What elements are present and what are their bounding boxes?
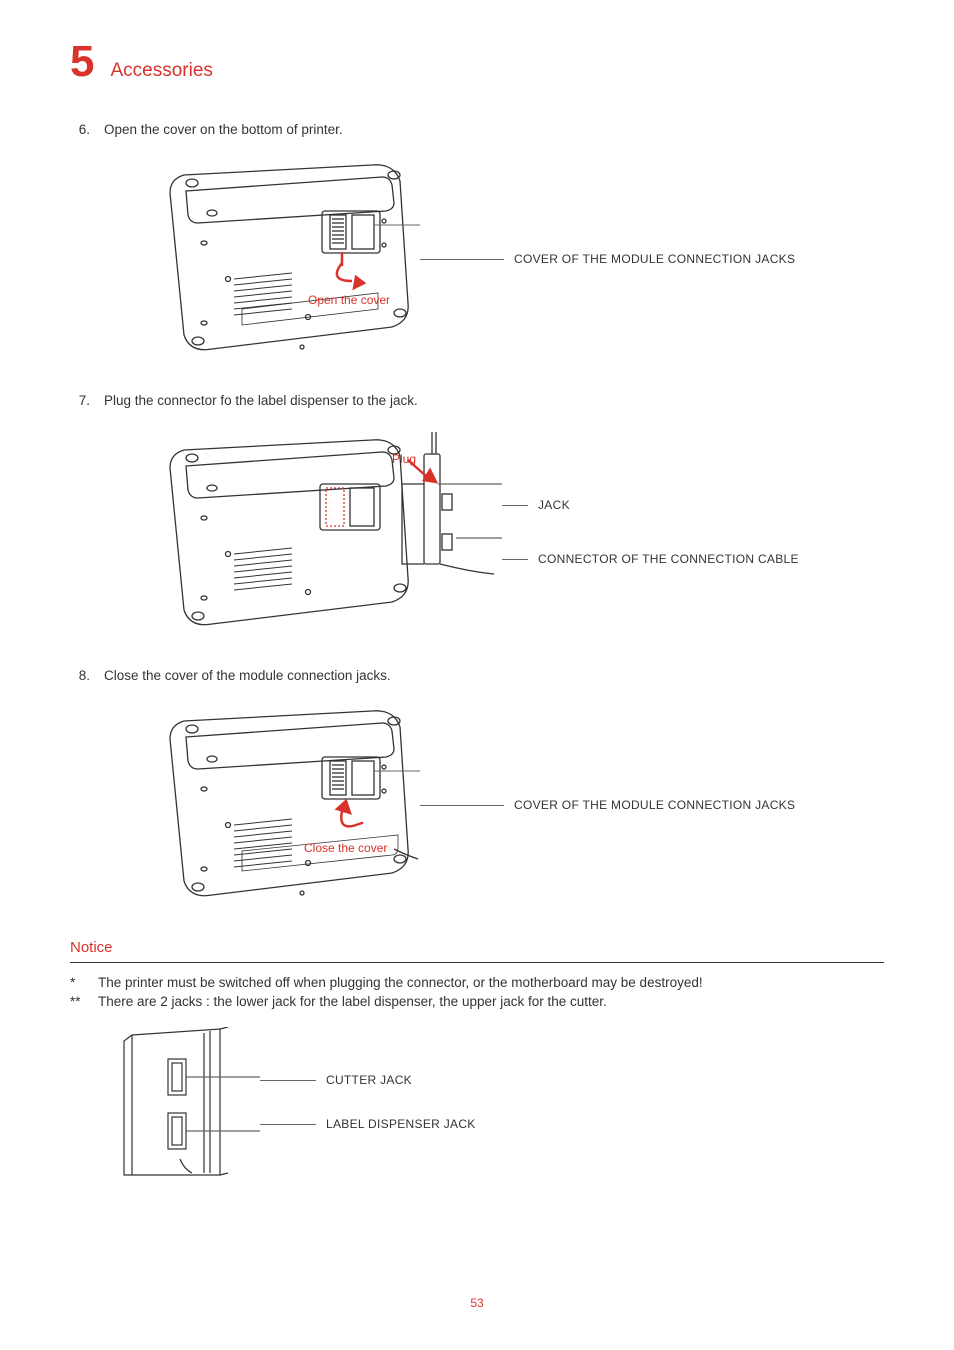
notice-item-2: ** There are 2 jacks : the lower jack fo… [70,994,884,1009]
callout-row: COVER OF THE MODULE CONNECTION JACKS [420,252,795,266]
callouts-step-7: JACK CONNECTOR OF THE CONNECTION CABLE [502,498,799,566]
chapter-number: 5 [70,40,94,84]
notice-item-1: * The printer must be switched off when … [70,975,884,990]
notice-mark: ** [70,994,88,1009]
chapter-header: 5 Accessories [70,40,884,84]
page-number: 53 [0,1296,954,1310]
step-text: Open the cover on the bottom of printer. [104,122,343,137]
callout-text: JACK [538,498,570,512]
callout-text: CONNECTOR OF THE CONNECTION CABLE [538,552,799,566]
callout-row: CONNECTOR OF THE CONNECTION CABLE [502,552,799,566]
printer-svg [142,699,420,911]
callout-line [260,1124,316,1125]
jack-figure: CUTTER JACK LABEL DISPENSER JACK [120,1027,884,1177]
action-label-open: Open the cover [308,293,390,307]
printer-illustration-step-6: Open the cover [142,153,420,365]
step-7: 7. Plug the connector fo the label dispe… [70,393,884,408]
printer-illustration-step-7: Plug [142,424,502,640]
step-8: 8. Close the cover of the module connect… [70,668,884,683]
step-number: 6. [70,122,90,137]
callout-line [420,259,504,260]
callouts-step-6: COVER OF THE MODULE CONNECTION JACKS [420,252,795,266]
printer-svg [142,153,420,365]
step-number: 8. [70,668,90,683]
figure-step-8: Close the cover COVER OF THE MODULE CONN… [142,699,884,911]
callout-text: CUTTER JACK [326,1073,412,1087]
figure-step-7: Plug JACK CONNECTOR OF THE CONNECTION CA… [142,424,884,640]
notice-text: The printer must be switched off when pl… [98,975,703,990]
step-6: 6. Open the cover on the bottom of print… [70,122,884,137]
notice-heading: Notice [70,939,884,956]
printer-svg [142,424,502,640]
callout-text: LABEL DISPENSER JACK [326,1117,476,1131]
step-text: Close the cover of the module connection… [104,668,391,683]
printer-illustration-step-8: Close the cover [142,699,420,911]
jack-callouts: CUTTER JACK LABEL DISPENSER JACK [260,1073,476,1131]
callout-row: LABEL DISPENSER JACK [260,1117,476,1131]
jack-svg [120,1027,260,1177]
callout-line [502,505,528,506]
callout-row: JACK [502,498,799,512]
callout-row: CUTTER JACK [260,1073,476,1087]
notice-rule [70,962,884,963]
callout-row: COVER OF THE MODULE CONNECTION JACKS [420,798,795,812]
action-label-close: Close the cover [304,841,387,855]
callouts-step-8: COVER OF THE MODULE CONNECTION JACKS [420,798,795,812]
step-text: Plug the connector fo the label dispense… [104,393,418,408]
notice-mark: * [70,975,88,990]
callout-text: COVER OF THE MODULE CONNECTION JACKS [514,252,795,266]
callout-line [420,805,504,806]
jack-illustration [120,1027,260,1177]
action-label-plug: Plug [392,452,416,466]
callout-line [260,1080,316,1081]
step-number: 7. [70,393,90,408]
chapter-title: Accessories [110,60,212,82]
callout-text: COVER OF THE MODULE CONNECTION JACKS [514,798,795,812]
figure-step-6: Open the cover COVER OF THE MODULE CONNE… [142,153,884,365]
callout-line [502,559,528,560]
notice-text: There are 2 jacks : the lower jack for t… [98,994,607,1009]
